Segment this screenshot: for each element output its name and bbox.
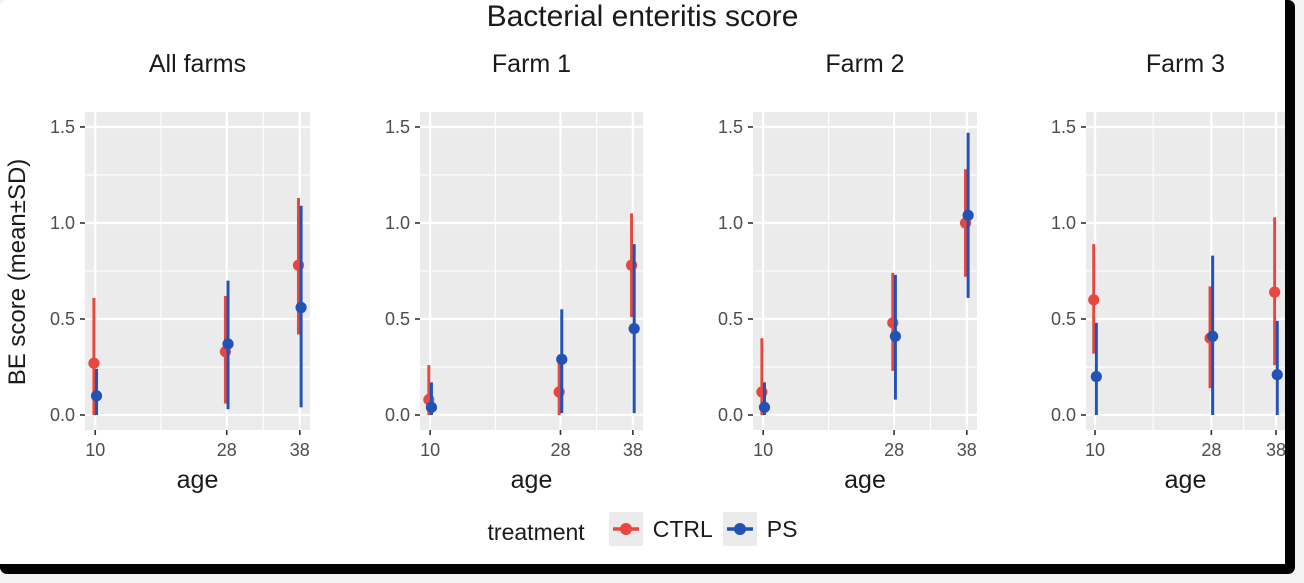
- point-ps-age38: [962, 209, 974, 221]
- x-tick-label: 38: [289, 440, 310, 460]
- y-tick-label: 1.0: [384, 212, 410, 233]
- x-axis-title-all-farms: age: [176, 466, 219, 494]
- legend: treatment CTRL PS: [0, 509, 1285, 555]
- x-tick-label: 28: [550, 440, 571, 460]
- legend-entry-ps: PS: [722, 512, 798, 546]
- y-tick-label: 1.0: [49, 212, 75, 233]
- x-tick-label: 10: [420, 440, 441, 460]
- legend-key-ps-icon: [722, 512, 757, 546]
- point-ps-age28: [1207, 330, 1219, 342]
- point-ps-age10: [90, 390, 103, 402]
- legend-key-ctrl-icon: [608, 512, 643, 546]
- y-tick-label: 0.0: [49, 405, 75, 426]
- y-tick-label: 0.5: [384, 309, 410, 329]
- x-axis-title-farm-2: age: [844, 466, 886, 494]
- y-tick-label: 1.0: [717, 212, 743, 233]
- x-axis-title-farm-3: age: [1164, 466, 1207, 494]
- y-tick-label: 0.0: [717, 405, 743, 426]
- point-ctrl-age38: [1269, 286, 1281, 298]
- point-ps-age10: [1090, 371, 1102, 383]
- y-tick-label: 0.0: [1050, 405, 1076, 426]
- y-tick-label: 1.5: [384, 116, 410, 137]
- y-tick-label: 1.5: [1050, 116, 1076, 137]
- facet-panel-farm-3: [1081, 112, 1285, 435]
- x-tick-label: 38: [1265, 440, 1286, 460]
- x-tick-label: 28: [216, 440, 237, 460]
- facet-title-all-farms: All farms: [148, 50, 247, 78]
- point-ps-age10: [758, 401, 771, 413]
- facet-panel-farm-1: [415, 112, 643, 435]
- facet-panel-all-farms: [80, 112, 310, 435]
- y-tick-label: 0.0: [384, 405, 410, 426]
- x-axis-title-farm-1: age: [510, 466, 553, 494]
- x-tick-label: 28: [884, 440, 905, 460]
- x-tick-label: 10: [1085, 440, 1106, 460]
- x-tick-label: 10: [85, 440, 106, 460]
- point-ps-age10: [425, 401, 438, 413]
- y-tick-label: 0.5: [1050, 309, 1076, 329]
- x-tick-label: 10: [753, 440, 774, 460]
- x-tick-label: 38: [622, 440, 643, 460]
- point-ps-age28: [222, 338, 234, 350]
- point-ps-age28: [556, 353, 568, 365]
- facet-title-farm-3: Farm 3: [1145, 50, 1226, 78]
- legend-dot: [733, 523, 746, 535]
- legend-label-ctrl: CTRL: [652, 515, 713, 542]
- figure: Bacterial enteritis score BE score (mean…: [0, 0, 1295, 574]
- point-ctrl-age10: [88, 357, 100, 369]
- point-ps-age28: [889, 330, 901, 342]
- legend-dot: [619, 523, 632, 535]
- point-ps-age38: [1271, 369, 1283, 381]
- point-ps-age38: [295, 301, 307, 314]
- point-ps-age38: [628, 323, 640, 335]
- facet-title-farm-1: Farm 1: [491, 50, 572, 78]
- y-axis-title: BE score (mean±SD): [4, 158, 31, 386]
- y-tick-label: 1.5: [49, 116, 75, 137]
- legend-title: treatment: [487, 518, 585, 545]
- y-tick-label: 0.5: [49, 309, 75, 329]
- facet-panel-farm-2: [748, 112, 977, 435]
- legend-entry-ctrl: CTRL: [608, 512, 713, 546]
- y-tick-label: 1.5: [717, 116, 743, 137]
- point-ctrl-age10: [1088, 294, 1100, 306]
- y-tick-label: 0.5: [717, 309, 743, 329]
- x-tick-label: 28: [1201, 440, 1222, 460]
- legend-label-ps: PS: [766, 515, 798, 542]
- legend-entries: CTRL PS: [599, 512, 798, 552]
- facet-title-farm-2: Farm 2: [825, 50, 905, 78]
- x-tick-label: 38: [956, 440, 977, 460]
- chart-title: Bacterial enteritis score: [486, 0, 799, 33]
- y-tick-label: 1.0: [1050, 212, 1076, 233]
